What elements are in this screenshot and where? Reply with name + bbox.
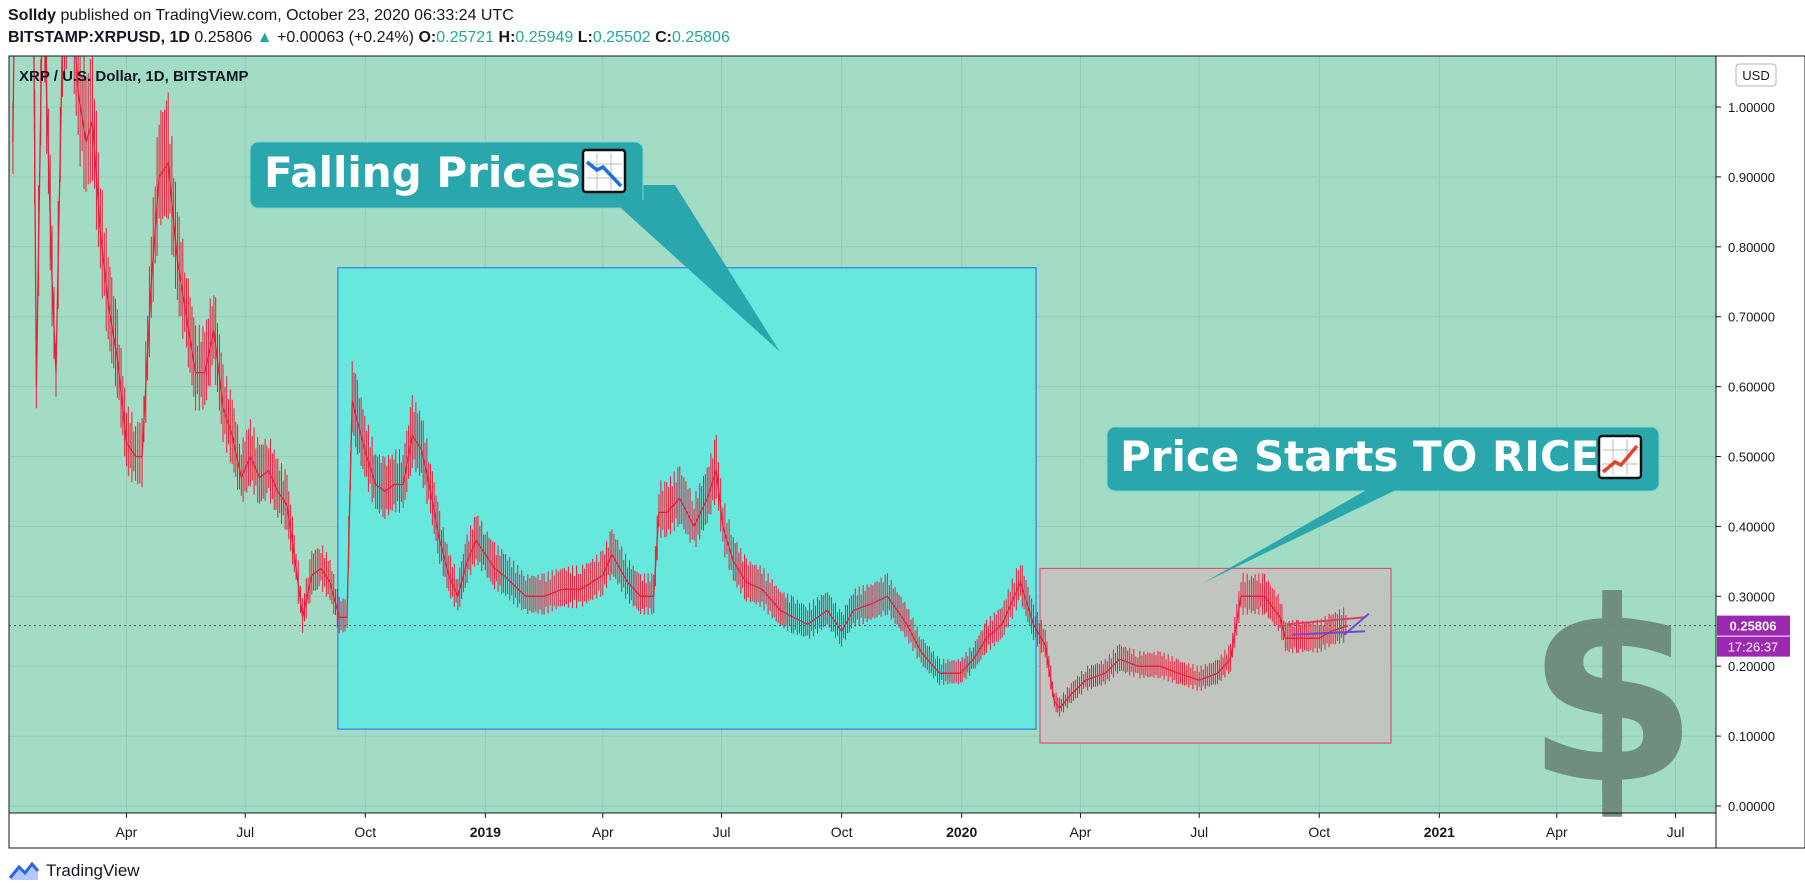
last-price-tag-value: 0.25806: [1730, 619, 1777, 634]
price-tick-label: 0.60000: [1728, 380, 1775, 395]
chart-caption: Solldy published on TradingView.com, Oct…: [8, 7, 514, 25]
legend-title: XRP / U.S. Dollar, 1D, BITSTAMP: [19, 68, 249, 85]
falling-prices-callout[interactable]: Falling Prices: [249, 141, 780, 352]
price-change: +0.00063 (+0.24%): [276, 29, 414, 46]
symbol-label: BITSTAMP:XRPUSD, 1D: [8, 29, 190, 46]
open-label: O:: [418, 29, 437, 46]
author-name[interactable]: Solldy: [8, 7, 57, 24]
price-tick-label: 0.00000: [1728, 799, 1775, 814]
falling-prices-label: Falling Prices: [264, 148, 581, 197]
tradingview-brand-label: TradingView: [46, 861, 140, 880]
time-tick-label[interactable]: Oct: [1308, 824, 1330, 840]
currency-button[interactable]: USD: [1735, 63, 1777, 87]
open-value: 0.25721: [436, 29, 495, 46]
price-tick-label: 0.10000: [1728, 729, 1775, 744]
tradingview-logo-icon: [8, 861, 40, 880]
last-price-tag: 0.25806: [1717, 615, 1790, 636]
chart-frame: [8, 55, 1805, 849]
close-value: 0.25806: [672, 29, 730, 46]
close-label: C:: [655, 29, 672, 46]
time-tick-label[interactable]: Jul: [236, 824, 254, 840]
triangle-breakout-trendline[interactable]: [1343, 613, 1370, 636]
chart-decreasing-icon: [581, 148, 627, 194]
high-value: 0.25949: [515, 29, 574, 46]
rising-range-box[interactable]: [1039, 567, 1392, 744]
price-axis-labels: 1.00000 0.90000 0.80000 0.70000 0.60000 0.500…: [1716, 100, 1775, 814]
time-tick-label[interactable]: 2019: [470, 824, 501, 840]
currency-label: USD: [1742, 68, 1769, 83]
publish-info: published on TradingView.com, October 23…: [60, 7, 514, 24]
time-tick-label[interactable]: Oct: [354, 824, 376, 840]
time-tick-label[interactable]: Apr: [592, 824, 614, 840]
falling-range-box[interactable]: [337, 267, 1037, 730]
triangle-upper-trendline[interactable]: [1287, 616, 1366, 626]
price-tick-label: 1.00000: [1728, 100, 1775, 115]
time-tick-label[interactable]: Jul: [1190, 824, 1208, 840]
time-tick-label[interactable]: Jul: [713, 824, 731, 840]
triangle-lower-trendline[interactable]: [1291, 630, 1365, 636]
change-arrow-icon: ▲: [256, 29, 273, 46]
price-tick-label: 0.50000: [1728, 450, 1775, 465]
time-tick-label[interactable]: Jul: [1667, 824, 1685, 840]
price-series-line: [12, 56, 1349, 710]
high-label: H:: [498, 29, 516, 46]
low-label: L:: [577, 29, 593, 46]
time-tick-label[interactable]: 2020: [946, 824, 977, 840]
tradingview-brand[interactable]: TradingView: [8, 861, 140, 881]
time-tick-label[interactable]: 2021: [1424, 824, 1455, 840]
price-tick-label: 0.30000: [1728, 589, 1775, 604]
bar-countdown: 17:26:37: [1717, 636, 1790, 657]
price-rising-callout[interactable]: Price Starts TO RICE.: [1106, 426, 1660, 583]
chart-increasing-icon: [1597, 434, 1643, 480]
price-rising-label: Price Starts TO RICE.: [1120, 432, 1615, 481]
price-tick-label: 0.70000: [1728, 310, 1775, 325]
time-tick-label[interactable]: Apr: [1546, 824, 1568, 840]
time-axis-labels[interactable]: Apr Jul Oct 2019 Apr Jul Oct 2020 Apr Jul Oct 2021 A…: [116, 813, 1685, 840]
time-tick-label[interactable]: Apr: [1070, 824, 1092, 840]
time-tick-label[interactable]: Oct: [831, 824, 853, 840]
ohlc-line: BITSTAMP:XRPUSD, 1D 0.25806 ▲ +0.00063 (…: [8, 29, 730, 47]
price-tick-label: 0.90000: [1728, 170, 1775, 185]
time-tick-label[interactable]: Apr: [116, 824, 138, 840]
bar-countdown-value: 17:26:37: [1728, 640, 1779, 655]
price-tick-label: 0.40000: [1728, 519, 1775, 534]
low-value: 0.25502: [592, 29, 651, 46]
price-tick-label: 0.80000: [1728, 240, 1775, 255]
dollar-sign-icon: $: [1525, 548, 1699, 839]
last-price: 0.25806: [194, 29, 253, 46]
price-tick-label: 0.20000: [1728, 659, 1775, 674]
